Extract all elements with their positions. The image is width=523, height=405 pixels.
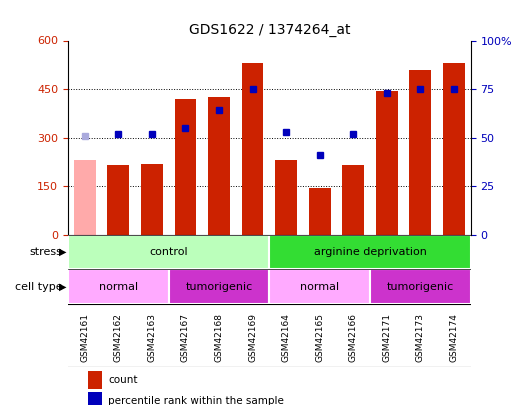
Bar (269, 235, 471, 269)
Text: GSM42164: GSM42164 (281, 313, 291, 362)
Text: stress: stress (30, 247, 63, 257)
Bar (74, 160, 96, 235)
Bar (175, 99, 196, 235)
Text: GSM42171: GSM42171 (382, 313, 391, 362)
Bar (88, 371, 102, 389)
Text: arginine deprivation: arginine deprivation (314, 247, 426, 257)
Bar (309, 188, 331, 235)
Text: cell type: cell type (15, 281, 63, 292)
Bar (376, 91, 397, 235)
Text: tumorigenic: tumorigenic (386, 281, 454, 292)
Bar (68, 235, 269, 269)
Text: GSM42174: GSM42174 (449, 313, 459, 362)
Text: count: count (108, 375, 138, 385)
Bar (107, 165, 129, 235)
Text: GSM42163: GSM42163 (147, 313, 156, 362)
Text: percentile rank within the sample: percentile rank within the sample (108, 396, 284, 405)
Text: normal: normal (300, 281, 339, 292)
Text: GSM42173: GSM42173 (416, 313, 425, 362)
Bar (269, 269, 370, 304)
Title: GDS1622 / 1374264_at: GDS1622 / 1374264_at (189, 23, 350, 37)
Bar (208, 97, 230, 235)
Bar (88, 392, 102, 405)
Bar (168, 269, 269, 304)
Text: GSM42169: GSM42169 (248, 313, 257, 362)
Bar (343, 165, 364, 235)
Bar (370, 269, 471, 304)
Text: GSM42162: GSM42162 (114, 313, 123, 362)
Text: ▶: ▶ (59, 247, 66, 257)
Text: GSM42165: GSM42165 (315, 313, 324, 362)
Text: GSM42166: GSM42166 (349, 313, 358, 362)
Bar (275, 160, 297, 235)
Text: tumorigenic: tumorigenic (185, 281, 253, 292)
Text: normal: normal (99, 281, 138, 292)
Bar (141, 164, 163, 235)
Bar (242, 63, 264, 235)
Text: GSM42168: GSM42168 (214, 313, 223, 362)
Bar (443, 63, 465, 235)
Text: ▶: ▶ (59, 281, 66, 292)
Bar (410, 70, 431, 235)
Text: GSM42161: GSM42161 (80, 313, 89, 362)
Text: control: control (150, 247, 188, 257)
Text: GSM42167: GSM42167 (181, 313, 190, 362)
Bar (68, 269, 168, 304)
